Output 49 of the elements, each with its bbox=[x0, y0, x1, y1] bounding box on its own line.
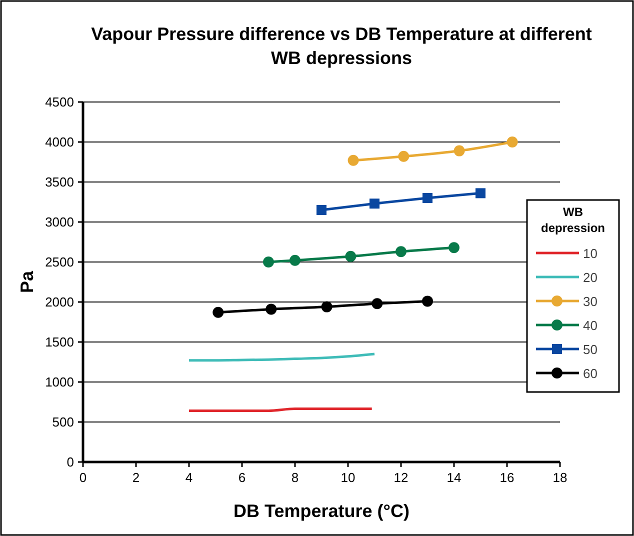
x-tick-label: 8 bbox=[291, 470, 299, 485]
point bbox=[454, 145, 465, 156]
legend-label: 30 bbox=[583, 294, 598, 309]
point bbox=[345, 250, 356, 262]
chart-title: Vapour Pressure difference vs DB Temperature at different WB depressions bbox=[91, 24, 592, 68]
y-tick-label: 1500 bbox=[45, 334, 74, 350]
point bbox=[422, 193, 432, 203]
point bbox=[422, 296, 433, 307]
y-tick-label: 2500 bbox=[45, 254, 74, 270]
y-tick-label: 0 bbox=[66, 454, 74, 470]
x-tick-label: 18 bbox=[552, 470, 568, 485]
line-series bbox=[188, 352, 376, 362]
point bbox=[348, 154, 359, 166]
legend-label: 20 bbox=[583, 270, 598, 285]
y-axis-title: Pa bbox=[17, 270, 37, 294]
point bbox=[506, 136, 518, 148]
x-axis-title: DB Temperature (°C) bbox=[234, 501, 410, 521]
y-tick-label: 500 bbox=[52, 414, 74, 430]
point bbox=[266, 304, 277, 315]
point bbox=[476, 188, 486, 198]
legend-label: 40 bbox=[583, 318, 598, 333]
legend-title: WB depression bbox=[540, 205, 606, 235]
y-tick-label: 4000 bbox=[45, 134, 74, 150]
x-tick-label: 2 bbox=[132, 470, 140, 485]
y-tick-label: 4500 bbox=[45, 94, 74, 110]
point bbox=[290, 254, 300, 266]
point bbox=[263, 256, 274, 268]
point bbox=[398, 150, 410, 162]
x-tick-label: 16 bbox=[500, 470, 514, 485]
point bbox=[396, 246, 406, 258]
y-tick-label: 3500 bbox=[45, 174, 74, 190]
point bbox=[212, 306, 224, 318]
point bbox=[321, 301, 332, 312]
point bbox=[316, 205, 326, 215]
legend-label: 10 bbox=[583, 246, 598, 261]
x-tick-label: 14 bbox=[446, 470, 462, 485]
y-tick-label: 3000 bbox=[45, 214, 74, 230]
legend-label: 60 bbox=[583, 366, 598, 381]
x-tick-label: 0 bbox=[79, 470, 87, 485]
x-tick-label: 4 bbox=[185, 470, 193, 485]
y-tick-label: 2000 bbox=[45, 294, 74, 310]
point bbox=[372, 298, 383, 310]
y-tick-label: 1000 bbox=[45, 374, 74, 390]
x-tick-label: 12 bbox=[394, 470, 408, 485]
point bbox=[448, 242, 460, 254]
point bbox=[370, 198, 380, 209]
legend-label: 50 bbox=[583, 342, 598, 357]
x-tick-label: 10 bbox=[340, 470, 356, 485]
x-tick-label: 6 bbox=[238, 470, 246, 485]
